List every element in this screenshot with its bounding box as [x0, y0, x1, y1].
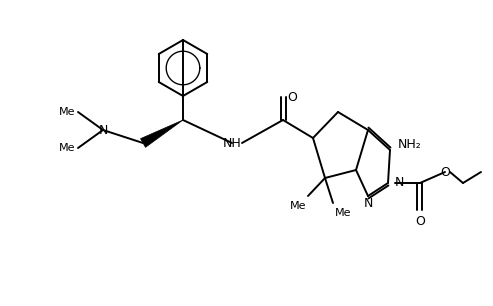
- Text: Me: Me: [335, 208, 352, 218]
- Text: O: O: [440, 166, 450, 178]
- Polygon shape: [141, 120, 183, 147]
- Text: Me: Me: [59, 107, 75, 117]
- Text: O: O: [415, 215, 425, 228]
- Text: N: N: [363, 197, 373, 210]
- Text: N: N: [395, 177, 404, 189]
- Text: NH₂: NH₂: [398, 137, 422, 151]
- Text: O: O: [287, 91, 297, 103]
- Text: NH: NH: [223, 136, 242, 150]
- Text: Me: Me: [59, 143, 75, 153]
- Text: N: N: [98, 124, 107, 136]
- Text: Me: Me: [289, 201, 306, 211]
